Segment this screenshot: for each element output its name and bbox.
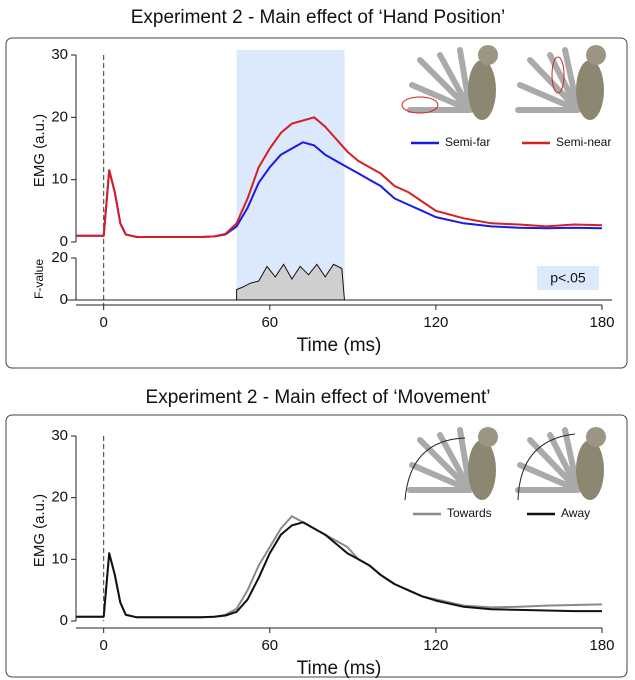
y-tick-label: 0 [60,612,68,629]
x-axis-label: Time (ms) [297,335,382,356]
y-tick-label: 10 [51,171,68,188]
y-axis-label: EMG (a.u.) [31,494,48,567]
y-axis-label: F-value [32,259,46,299]
x-axis-label: Time (ms) [297,658,382,679]
legend-label: Towards [447,506,492,520]
x-tick-label: 120 [423,314,448,331]
y-tick-label: 20 [51,489,68,506]
y-tick-label: 20 [51,108,68,125]
legend-label: Semi-near [556,135,611,149]
x-tick-label: 0 [100,637,108,654]
panel-frame [5,37,628,369]
line-series [76,116,603,238]
x-tick-label: 120 [423,637,448,654]
y-tick-label: 0 [60,291,68,308]
line-series [76,515,603,619]
y-tick-label: 10 [51,550,68,567]
legend-label: Semi-far [445,135,490,149]
arm-illustration [404,427,606,501]
x-tick-label: 60 [261,637,278,654]
significance-window [236,50,345,300]
x-tick-label: 0 [100,314,108,331]
chart-title: Experiment 2 - Main effect of ‘Movement’ [146,387,491,408]
y-tick-label: 0 [60,233,68,250]
y-axis-label: EMG (a.u.) [31,114,48,187]
y-tick-label: 20 [51,249,68,266]
arm-illustration [401,45,606,120]
annotation: p<.05 [550,270,586,286]
y-tick-label: 30 [51,427,68,444]
annotation-box [537,266,599,290]
legend-label: Away [561,506,590,520]
line-series [76,521,602,619]
chart-title: Experiment 2 - Main effect of ‘Hand Posi… [131,7,506,28]
panel-frame [5,414,628,678]
y-tick-label: 30 [51,46,68,63]
x-tick-label: 60 [261,314,278,331]
f-area [236,263,346,301]
x-tick-label: 180 [589,314,614,331]
x-tick-label: 180 [589,637,614,654]
